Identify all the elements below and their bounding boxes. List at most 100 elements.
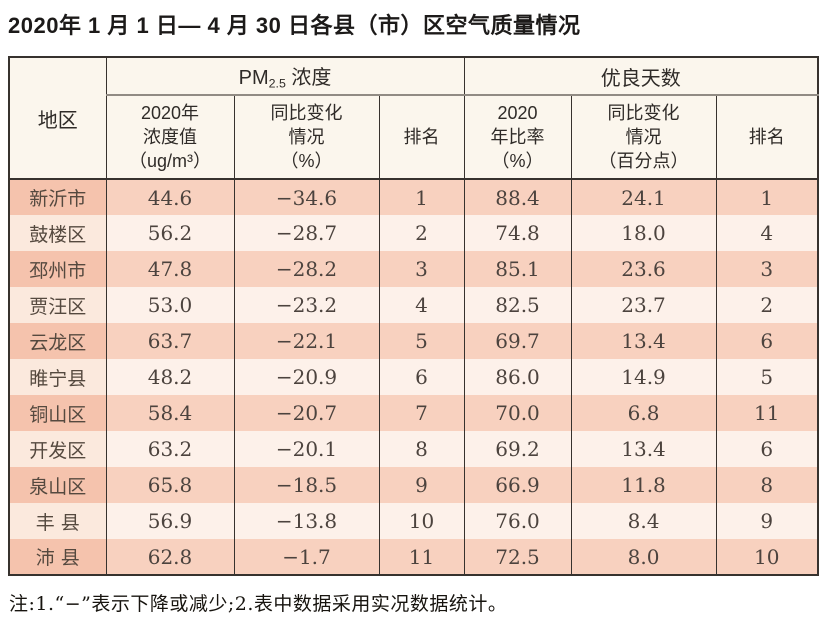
table-row: 贾汪区 53.0 −23.2 4 82.5 23.7 2 — [8, 287, 819, 323]
cell-region: 鼓楼区 — [8, 215, 107, 251]
cell-pm25-change: −22.1 — [233, 323, 380, 359]
table-row: 云龙区 63.7 −22.1 5 69.7 13.4 6 — [8, 323, 819, 359]
cell-pm25-change: −13.8 — [233, 503, 380, 539]
cell-region: 铜山区 — [8, 395, 107, 431]
cell-pm25-rank: 6 — [378, 359, 465, 395]
cell-pm25-change: −20.9 — [233, 359, 380, 395]
cell-pm25-value: 65.8 — [105, 467, 235, 503]
cell-good-rank: 4 — [715, 215, 819, 251]
table-row: 铜山区 58.4 −20.7 7 70.0 6.8 11 — [8, 395, 819, 431]
cell-good-ratio: 69.2 — [463, 431, 572, 467]
cell-good-change: 24.1 — [570, 179, 717, 215]
cell-good-ratio: 88.4 — [463, 179, 572, 215]
cell-good-change: 23.6 — [570, 251, 717, 287]
cell-good-rank: 1 — [715, 179, 819, 215]
cell-good-change: 23.7 — [570, 287, 717, 323]
pm25-label-rest: 浓度 — [285, 67, 332, 90]
cell-good-rank: 10 — [715, 539, 819, 575]
cell-good-change: 14.9 — [570, 359, 717, 395]
cell-region: 泉山区 — [8, 467, 107, 503]
cell-pm25-value: 47.8 — [105, 251, 235, 287]
cell-pm25-rank: 2 — [378, 215, 465, 251]
cell-region: 沛 县 — [8, 539, 107, 575]
cell-region: 开发区 — [8, 431, 107, 467]
cell-pm25-rank: 1 — [378, 179, 465, 215]
column-header-good-ratio: 2020 年比率 （%） — [463, 95, 572, 180]
cell-pm25-value: 58.4 — [105, 395, 235, 431]
cell-pm25-rank: 9 — [378, 467, 465, 503]
footnote: 注:1.“−”表示下降或减少;2.表中数据采用实况数据统计。 — [9, 593, 508, 615]
cell-good-ratio: 74.8 — [463, 215, 572, 251]
cell-region: 新沂市 — [8, 179, 107, 215]
table-row: 沛 县 62.8 −1.7 11 72.5 8.0 10 — [8, 539, 819, 575]
cell-good-change: 18.0 — [570, 215, 717, 251]
air-quality-table: 地区 PM2.5 浓度 优良天数 2020年 浓度值 （ug/m³） 同比变化 … — [8, 56, 820, 576]
cell-pm25-change: −28.7 — [233, 215, 380, 251]
cell-good-ratio: 72.5 — [463, 539, 572, 575]
cell-good-rank: 9 — [715, 503, 819, 539]
cell-pm25-value: 63.2 — [105, 431, 235, 467]
pm25-label-subscript: 2.5 — [268, 76, 286, 91]
table-row: 开发区 63.2 −20.1 8 69.2 13.4 6 — [8, 431, 819, 467]
cell-pm25-change: −34.6 — [233, 179, 380, 215]
table-row: 鼓楼区 56.2 −28.7 2 74.8 18.0 4 — [8, 215, 819, 251]
column-header-good-change: 同比变化 情况 （百分点） — [570, 95, 717, 180]
cell-good-rank: 6 — [715, 323, 819, 359]
cell-pm25-change: −1.7 — [233, 539, 380, 575]
cell-good-rank: 2 — [715, 287, 819, 323]
table-row: 丰 县 56.9 −13.8 10 76.0 8.4 9 — [8, 503, 819, 539]
cell-good-change: 11.8 — [570, 467, 717, 503]
cell-pm25-rank: 8 — [378, 431, 465, 467]
pm25-label-base: PM — [238, 67, 269, 90]
cell-good-ratio: 69.7 — [463, 323, 572, 359]
cell-pm25-value: 44.6 — [105, 179, 235, 215]
cell-good-rank: 5 — [715, 359, 819, 395]
column-header-pm25-value: 2020年 浓度值 （ug/m³） — [105, 95, 235, 180]
cell-pm25-value: 62.8 — [105, 539, 235, 575]
cell-pm25-rank: 4 — [378, 287, 465, 323]
cell-pm25-rank: 10 — [378, 503, 465, 539]
header-group-row: 地区 PM2.5 浓度 优良天数 — [8, 57, 819, 180]
cell-good-rank: 3 — [715, 251, 819, 287]
cell-good-change: 13.4 — [570, 431, 717, 467]
column-group-pm25: PM2.5 浓度 — [105, 57, 465, 96]
cell-pm25-change: −28.2 — [233, 251, 380, 287]
cell-good-rank: 8 — [715, 467, 819, 503]
cell-pm25-value: 63.7 — [105, 323, 235, 359]
table-body: 新沂市 44.6 −34.6 1 88.4 24.1 1 鼓楼区 56.2 −28.7 2 74.8 1… — [8, 179, 819, 575]
cell-good-ratio: 82.5 — [463, 287, 572, 323]
cell-pm25-rank: 3 — [378, 251, 465, 287]
cell-pm25-change: −23.2 — [233, 287, 380, 323]
cell-good-ratio: 66.9 — [463, 467, 572, 503]
cell-good-ratio: 76.0 — [463, 503, 572, 539]
table-row: 新沂市 44.6 −34.6 1 88.4 24.1 1 — [8, 179, 819, 215]
cell-pm25-change: −20.7 — [233, 395, 380, 431]
cell-good-change: 6.8 — [570, 395, 717, 431]
table-row: 泉山区 65.8 −18.5 9 66.9 11.8 8 — [8, 467, 819, 503]
cell-pm25-rank: 11 — [378, 539, 465, 575]
cell-pm25-change: −18.5 — [233, 467, 380, 503]
cell-good-change: 8.0 — [570, 539, 717, 575]
cell-pm25-change: −20.1 — [233, 431, 380, 467]
page-title: 2020年 1 月 1 日— 4 月 30 日各县（市）区空气质量情况 — [8, 13, 581, 38]
cell-region: 贾汪区 — [8, 287, 107, 323]
cell-pm25-value: 56.9 — [105, 503, 235, 539]
column-header-pm25-rank: 排名 — [378, 95, 465, 180]
column-header-region: 地区 — [8, 57, 107, 180]
table-row: 邳州市 47.8 −28.2 3 85.1 23.6 3 — [8, 251, 819, 287]
cell-region: 云龙区 — [8, 323, 107, 359]
cell-pm25-value: 53.0 — [105, 287, 235, 323]
column-group-good-days: 优良天数 — [463, 57, 819, 96]
cell-good-change: 8.4 — [570, 503, 717, 539]
column-header-good-rank: 排名 — [715, 95, 819, 180]
cell-good-rank: 6 — [715, 431, 819, 467]
column-header-pm25-change: 同比变化 情况 （%） — [233, 95, 380, 180]
cell-region: 睢宁县 — [8, 359, 107, 395]
cell-good-ratio: 86.0 — [463, 359, 572, 395]
cell-pm25-rank: 5 — [378, 323, 465, 359]
cell-pm25-value: 48.2 — [105, 359, 235, 395]
header-sub-row: 2020年 浓度值 （ug/m³） 同比变化 情况 （%） 排名 2020 年比… — [9, 95, 819, 180]
cell-region: 丰 县 — [8, 503, 107, 539]
cell-good-ratio: 85.1 — [463, 251, 572, 287]
